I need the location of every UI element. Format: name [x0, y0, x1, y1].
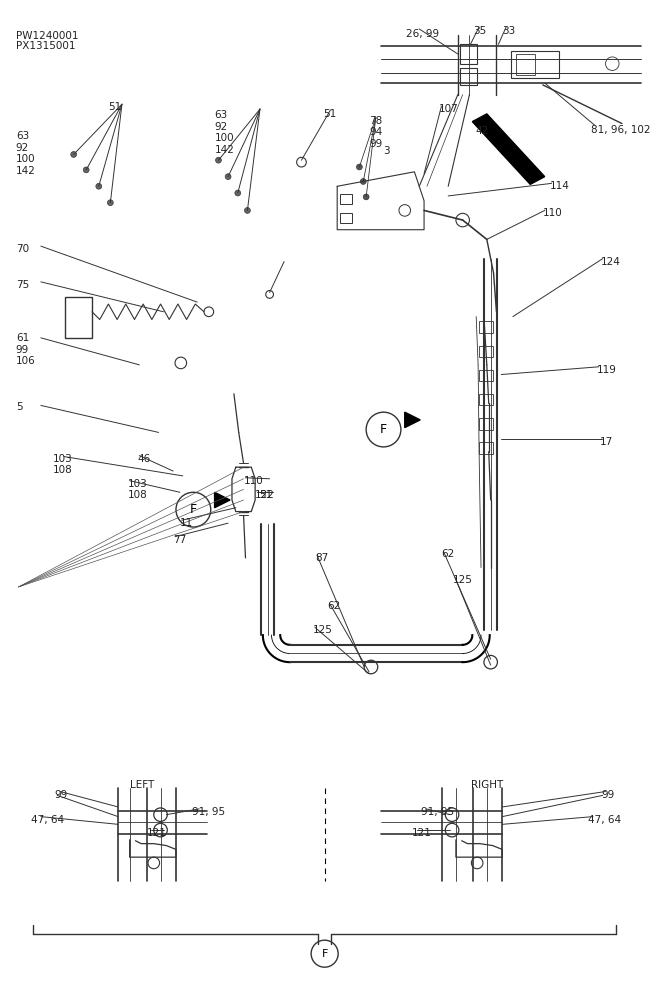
Text: 99: 99	[54, 790, 68, 800]
Circle shape	[357, 164, 363, 170]
Text: 62: 62	[442, 549, 455, 559]
Text: 99: 99	[602, 790, 615, 800]
Text: 110: 110	[542, 208, 562, 218]
Bar	[516, 54, 535, 75]
Text: 121: 121	[412, 828, 432, 838]
Bar	[479, 370, 493, 381]
Circle shape	[361, 179, 366, 184]
Text: 26, 99: 26, 99	[406, 29, 439, 39]
Text: 81, 96, 102: 81, 96, 102	[591, 125, 651, 135]
Circle shape	[363, 194, 369, 200]
Text: RIGHT: RIGHT	[471, 780, 503, 790]
Text: 63
92
100
142: 63 92 100 142	[16, 131, 36, 176]
Polygon shape	[405, 412, 420, 428]
Text: 78
94
99: 78 94 99	[369, 116, 382, 149]
Text: 122: 122	[255, 490, 275, 500]
Text: 91, 95: 91, 95	[421, 807, 454, 817]
Text: 47, 64: 47, 64	[31, 815, 64, 825]
Text: 125: 125	[453, 575, 473, 585]
Bar	[459, 68, 477, 85]
Text: F: F	[321, 949, 328, 959]
Circle shape	[235, 190, 240, 196]
Polygon shape	[214, 492, 230, 508]
Text: 33: 33	[502, 26, 515, 36]
Text: 51: 51	[108, 102, 122, 112]
Text: 62: 62	[327, 601, 341, 611]
Circle shape	[225, 174, 231, 180]
Circle shape	[244, 208, 250, 213]
Text: 121: 121	[147, 828, 167, 838]
Bar	[479, 442, 493, 454]
Circle shape	[96, 183, 102, 189]
Text: 75: 75	[16, 280, 29, 290]
Text: 107: 107	[438, 104, 458, 114]
Text: F: F	[380, 423, 387, 436]
Text: 103
108: 103 108	[52, 454, 72, 475]
Text: 51: 51	[259, 490, 272, 500]
Text: 91, 95: 91, 95	[193, 807, 226, 817]
Circle shape	[108, 200, 114, 206]
Bar	[511, 51, 559, 78]
Text: 46: 46	[137, 454, 151, 464]
Circle shape	[71, 152, 76, 157]
Bar	[340, 194, 352, 204]
Text: 47, 64: 47, 64	[588, 815, 622, 825]
Text: 77: 77	[173, 535, 187, 545]
Text: 114: 114	[550, 181, 570, 191]
Text: PX1315001: PX1315001	[16, 41, 75, 51]
Text: 3: 3	[384, 146, 390, 156]
Text: 87: 87	[315, 553, 328, 563]
Text: 61
99
106: 61 99 106	[16, 333, 35, 366]
Text: PW1240001: PW1240001	[16, 31, 78, 41]
Text: 35: 35	[473, 26, 487, 36]
Bar	[459, 44, 477, 64]
Text: 17: 17	[600, 437, 613, 447]
Circle shape	[216, 157, 221, 163]
Text: F: F	[190, 503, 197, 516]
Bar	[479, 346, 493, 357]
Polygon shape	[472, 114, 544, 184]
Bar	[340, 213, 352, 223]
Text: 5: 5	[16, 402, 23, 412]
Text: 51: 51	[323, 109, 336, 119]
Text: 11: 11	[180, 518, 193, 528]
Text: 110: 110	[244, 476, 264, 486]
Bar	[479, 321, 493, 333]
Bar	[65, 297, 92, 338]
Text: 119: 119	[597, 365, 617, 375]
Text: 42: 42	[475, 126, 489, 136]
Text: 63
92
100
142: 63 92 100 142	[214, 110, 234, 155]
Bar	[479, 418, 493, 430]
Text: 125: 125	[313, 625, 333, 635]
Text: LEFT: LEFT	[129, 780, 154, 790]
Bar	[479, 394, 493, 405]
Text: 124: 124	[601, 257, 621, 267]
Text: 103
108: 103 108	[127, 479, 147, 500]
Text: 70: 70	[16, 244, 29, 254]
Circle shape	[83, 167, 89, 173]
